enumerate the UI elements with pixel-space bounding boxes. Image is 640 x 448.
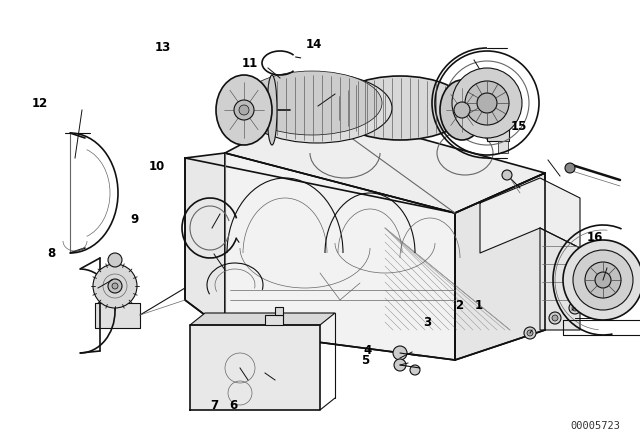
Circle shape xyxy=(108,279,122,293)
Circle shape xyxy=(552,315,558,321)
Ellipse shape xyxy=(242,71,382,135)
Circle shape xyxy=(452,68,522,138)
Ellipse shape xyxy=(242,73,392,143)
Text: 11: 11 xyxy=(241,57,258,70)
Text: 13: 13 xyxy=(155,40,172,54)
Circle shape xyxy=(393,346,407,360)
Polygon shape xyxy=(225,108,545,213)
Circle shape xyxy=(563,240,640,320)
Bar xyxy=(487,125,509,141)
Circle shape xyxy=(93,264,137,308)
Text: 2: 2 xyxy=(456,299,463,312)
Bar xyxy=(275,307,283,315)
Circle shape xyxy=(573,250,633,310)
Circle shape xyxy=(234,100,254,120)
Circle shape xyxy=(565,163,575,173)
Circle shape xyxy=(454,102,470,118)
Ellipse shape xyxy=(440,80,484,140)
Text: 15: 15 xyxy=(510,120,527,133)
Circle shape xyxy=(239,105,249,115)
Text: 7: 7 xyxy=(211,399,218,412)
Text: 1: 1 xyxy=(475,299,483,312)
Text: 14: 14 xyxy=(305,38,322,52)
Circle shape xyxy=(549,312,561,324)
Polygon shape xyxy=(480,178,580,253)
Circle shape xyxy=(569,302,581,314)
Text: 00005723: 00005723 xyxy=(570,421,620,431)
Polygon shape xyxy=(185,153,225,330)
Circle shape xyxy=(112,283,118,289)
Ellipse shape xyxy=(267,75,277,145)
Circle shape xyxy=(108,253,122,267)
Ellipse shape xyxy=(216,75,272,145)
Text: 9: 9 xyxy=(131,213,138,226)
Circle shape xyxy=(410,365,420,375)
Polygon shape xyxy=(455,173,545,360)
Circle shape xyxy=(585,262,621,298)
Text: 6: 6 xyxy=(230,399,237,412)
Text: 4: 4 xyxy=(364,344,372,357)
Polygon shape xyxy=(190,313,335,325)
Circle shape xyxy=(394,359,406,371)
Polygon shape xyxy=(225,153,455,360)
Polygon shape xyxy=(95,303,140,328)
Circle shape xyxy=(502,170,512,180)
Text: 8: 8 xyxy=(47,246,55,260)
Polygon shape xyxy=(540,228,580,330)
Bar xyxy=(265,315,283,325)
Text: 3: 3 xyxy=(424,316,431,329)
Circle shape xyxy=(595,272,611,288)
Circle shape xyxy=(465,81,509,125)
Text: 5: 5 xyxy=(361,354,369,367)
Text: 10: 10 xyxy=(148,160,165,173)
Circle shape xyxy=(524,327,536,339)
Text: 12: 12 xyxy=(31,97,48,111)
Circle shape xyxy=(477,93,497,113)
Circle shape xyxy=(572,305,578,311)
Polygon shape xyxy=(190,325,320,410)
Text: 16: 16 xyxy=(587,231,604,244)
Circle shape xyxy=(527,330,533,336)
Bar xyxy=(498,141,508,153)
Ellipse shape xyxy=(332,76,468,140)
